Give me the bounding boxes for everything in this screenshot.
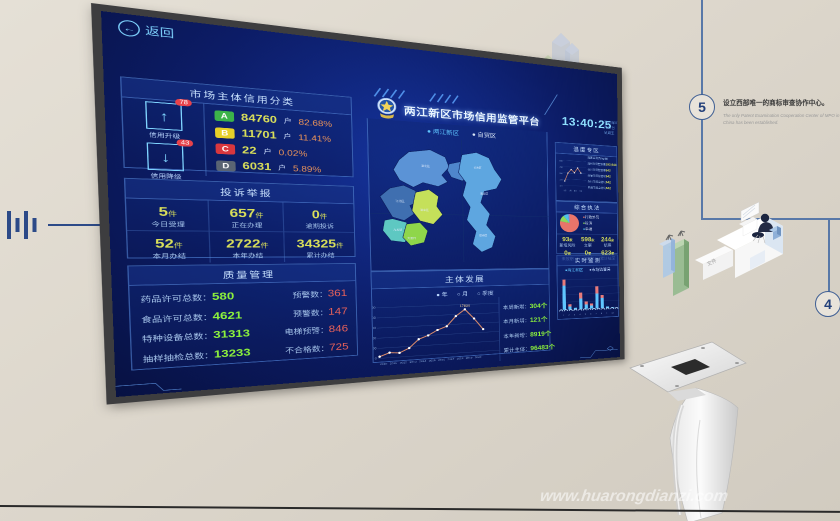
svg-text:300: 300 bbox=[559, 160, 563, 163]
svg-text:100: 100 bbox=[560, 185, 563, 188]
svg-text:7月: 7月 bbox=[579, 190, 582, 192]
svg-text:2011: 2011 bbox=[390, 361, 398, 365]
svg-text:2015: 2015 bbox=[429, 358, 436, 362]
svg-text:5: 5 bbox=[585, 313, 586, 315]
svg-text:150: 150 bbox=[559, 178, 562, 181]
svg-text:南岸区: 南岸区 bbox=[480, 192, 488, 195]
svg-text:17834: 17834 bbox=[460, 304, 470, 308]
svg-text:2014: 2014 bbox=[419, 359, 427, 363]
svg-text:2013: 2013 bbox=[409, 360, 417, 364]
svg-text:长寿区: 长寿区 bbox=[473, 166, 481, 170]
svg-text:10: 10 bbox=[611, 312, 613, 314]
svg-text:1月: 1月 bbox=[564, 189, 567, 191]
svg-text:渝北区: 渝北区 bbox=[421, 164, 430, 168]
svg-text:2020: 2020 bbox=[475, 355, 482, 359]
svg-text:8,000: 8,000 bbox=[372, 316, 376, 320]
svg-text:2016: 2016 bbox=[438, 358, 445, 362]
svg-text:0: 0 bbox=[375, 357, 377, 360]
svg-text:江北区: 江北区 bbox=[396, 199, 405, 203]
svg-text:7: 7 bbox=[596, 312, 597, 314]
svg-text:大渡口: 大渡口 bbox=[407, 236, 416, 239]
svg-text:4,000: 4,000 bbox=[372, 336, 376, 340]
svg-text:5月: 5月 bbox=[574, 190, 577, 192]
svg-text:2018: 2018 bbox=[457, 356, 464, 360]
svg-text:9: 9 bbox=[606, 312, 607, 314]
svg-text:2012: 2012 bbox=[400, 361, 408, 365]
svg-text:6: 6 bbox=[590, 313, 591, 315]
svg-text:10,000: 10,000 bbox=[372, 306, 376, 310]
svg-text:4: 4 bbox=[579, 313, 580, 315]
svg-text:3: 3 bbox=[574, 313, 575, 315]
svg-text:九龙坡: 九龙坡 bbox=[393, 228, 402, 231]
svg-text:巴南区: 巴南区 bbox=[479, 234, 487, 237]
svg-text:200: 200 bbox=[559, 172, 562, 175]
svg-text:1: 1 bbox=[563, 314, 564, 316]
svg-text:3月: 3月 bbox=[569, 189, 572, 191]
svg-text:2: 2 bbox=[568, 314, 569, 316]
svg-text:渝中区: 渝中区 bbox=[420, 208, 429, 211]
svg-text:2017: 2017 bbox=[447, 357, 454, 361]
svg-text:6,000: 6,000 bbox=[372, 326, 376, 330]
svg-text:8: 8 bbox=[601, 312, 602, 314]
svg-text:2010: 2010 bbox=[380, 362, 388, 366]
svg-text:2019: 2019 bbox=[466, 356, 473, 360]
svg-text:2,000: 2,000 bbox=[372, 347, 377, 351]
svg-text:250: 250 bbox=[559, 166, 562, 169]
